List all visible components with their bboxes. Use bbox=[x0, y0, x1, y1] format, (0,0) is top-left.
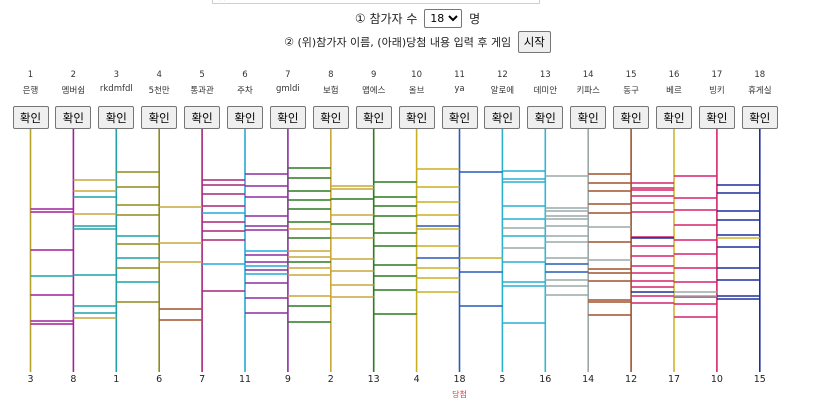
player-number: 15 bbox=[625, 70, 637, 80]
result-value[interactable]: 1 bbox=[113, 374, 120, 385]
result-value[interactable]: 5 bbox=[499, 374, 506, 385]
instruction-label: (위)참가자 이름, (아래)당첨 내용 입력 후 게임 bbox=[297, 36, 512, 49]
result-value[interactable]: 3 bbox=[27, 374, 34, 385]
player-number: 8 bbox=[328, 70, 334, 80]
confirm-button[interactable]: 확인 bbox=[613, 106, 650, 129]
instruction-row: ② (위)참가자 이름, (아래)당첨 내용 입력 후 게임 시작 bbox=[0, 31, 835, 53]
player-number: 16 bbox=[668, 70, 680, 80]
player-number: 7 bbox=[285, 70, 291, 80]
player-name[interactable]: 올브 bbox=[408, 86, 425, 96]
participant-count-unit: 명 bbox=[469, 12, 481, 26]
step2-marker: ② bbox=[284, 35, 294, 49]
player-name[interactable]: 빙키 bbox=[709, 86, 725, 96]
url-field-fragment bbox=[212, 0, 540, 4]
player-number: 17 bbox=[711, 70, 723, 80]
player-name[interactable]: 5천만 bbox=[148, 86, 170, 96]
result-value[interactable]: 16 bbox=[539, 374, 552, 385]
confirm-button[interactable]: 확인 bbox=[741, 106, 778, 129]
confirm-button[interactable]: 확인 bbox=[98, 106, 135, 129]
player-name[interactable]: 동구 bbox=[623, 86, 639, 96]
participant-count-label: 참가자 수 bbox=[369, 12, 418, 26]
player-number: 13 bbox=[539, 70, 551, 80]
confirm-button[interactable]: 확인 bbox=[441, 106, 478, 129]
player-name[interactable]: 베르 bbox=[666, 86, 682, 96]
result-value[interactable]: 14 bbox=[582, 374, 595, 385]
confirm-button[interactable]: 확인 bbox=[570, 106, 607, 129]
confirm-button[interactable]: 확인 bbox=[55, 106, 92, 129]
player-name[interactable]: gmldi bbox=[275, 84, 300, 94]
result-value[interactable]: 2 bbox=[327, 374, 334, 385]
player-name[interactable]: 알로에 bbox=[490, 86, 515, 96]
start-button[interactable]: 시작 bbox=[517, 31, 551, 53]
confirm-button[interactable]: 확인 bbox=[698, 106, 735, 129]
player-number: 4 bbox=[156, 70, 162, 80]
result-value[interactable]: 12 bbox=[625, 374, 638, 385]
confirm-button[interactable]: 확인 bbox=[184, 106, 221, 129]
confirm-button[interactable]: 확인 bbox=[12, 106, 49, 129]
player-number: 5 bbox=[199, 70, 205, 80]
player-name[interactable]: 멤버쉽 bbox=[61, 86, 86, 96]
confirm-button[interactable]: 확인 bbox=[484, 106, 521, 129]
player-number: 9 bbox=[370, 70, 377, 80]
player-name[interactable]: 맵에스 bbox=[361, 86, 386, 96]
step1-marker: ① bbox=[354, 11, 366, 26]
confirm-button[interactable]: 확인 bbox=[398, 106, 435, 129]
participant-count-row: ① 참가자 수 18 명 bbox=[0, 9, 835, 28]
player-number: 3 bbox=[113, 70, 119, 80]
player-name[interactable]: 은행 bbox=[22, 86, 39, 96]
result-value[interactable]: 4 bbox=[413, 374, 420, 385]
result-value[interactable]: 6 bbox=[156, 374, 163, 385]
player-name[interactable]: 통과관 bbox=[190, 86, 214, 96]
player-name[interactable]: 보험 bbox=[322, 86, 339, 96]
result-value[interactable]: 18 bbox=[453, 374, 466, 385]
player-number: 6 bbox=[242, 70, 248, 80]
player-number: 1 bbox=[27, 70, 34, 80]
player-number: 10 bbox=[411, 70, 422, 80]
confirm-button[interactable]: 확인 bbox=[269, 106, 306, 129]
player-number: 12 bbox=[496, 70, 508, 80]
result-value[interactable]: 11 bbox=[238, 374, 252, 385]
player-name[interactable]: 키파스 bbox=[576, 86, 600, 96]
confirm-button[interactable]: 확인 bbox=[355, 106, 392, 129]
result-value[interactable]: 8 bbox=[70, 374, 77, 385]
confirm-button[interactable]: 확인 bbox=[312, 106, 349, 129]
player-name[interactable]: 주차 bbox=[237, 86, 253, 96]
player-name[interactable]: 데미안 bbox=[533, 86, 558, 96]
player-number: 11 bbox=[454, 70, 465, 80]
participant-count-select[interactable]: 18 bbox=[424, 9, 463, 28]
confirm-button[interactable]: 확인 bbox=[527, 106, 564, 129]
player-name[interactable]: rkdmfdl bbox=[99, 84, 133, 94]
confirm-button[interactable]: 확인 bbox=[656, 106, 692, 129]
result-value[interactable]: 9 bbox=[284, 374, 291, 385]
player-name[interactable]: 휴게실 bbox=[748, 86, 772, 96]
confirm-button[interactable]: 확인 bbox=[227, 106, 263, 129]
result-value[interactable]: 13 bbox=[367, 374, 380, 385]
close-icon[interactable]: ✕ bbox=[219, 0, 227, 4]
result-value[interactable]: 15 bbox=[753, 374, 766, 385]
result-value[interactable]: 17 bbox=[667, 374, 681, 385]
player-number: 2 bbox=[70, 70, 77, 80]
player-name[interactable]: ya bbox=[454, 84, 465, 94]
player-number: 14 bbox=[582, 70, 594, 80]
result-value[interactable]: 10 bbox=[710, 374, 723, 385]
result-value[interactable]: 7 bbox=[199, 374, 206, 385]
confirm-button[interactable]: 확인 bbox=[141, 106, 178, 129]
win-label: 당첨 bbox=[452, 390, 467, 399]
player-number: 18 bbox=[754, 70, 766, 80]
